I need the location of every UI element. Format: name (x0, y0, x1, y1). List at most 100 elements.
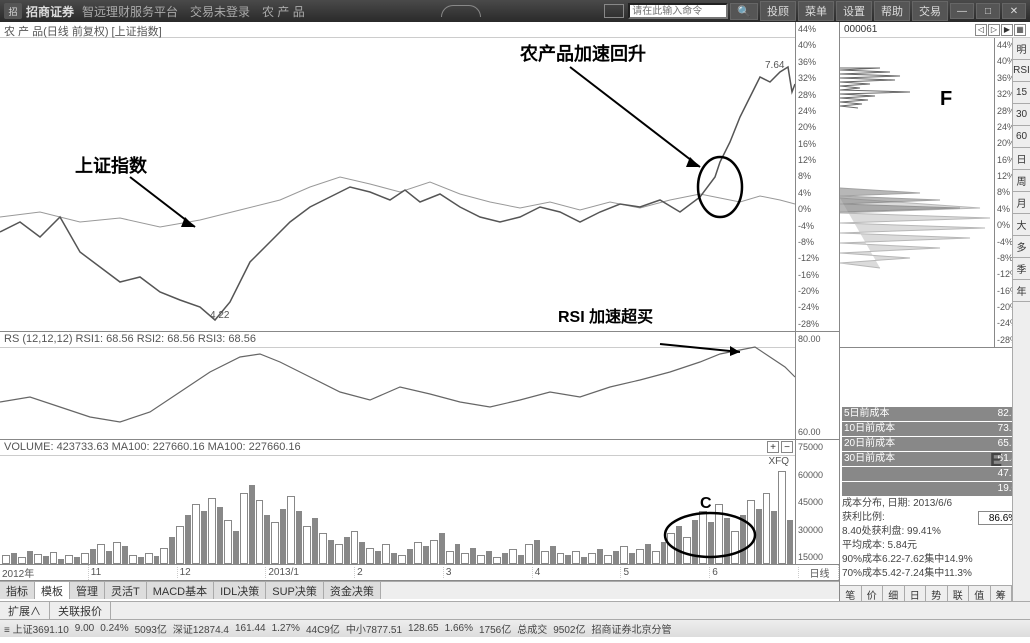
menu-button[interactable]: 菜单 (798, 1, 834, 21)
side-tab[interactable]: 价 (862, 586, 884, 601)
indicator-tab[interactable]: IDL决策 (214, 582, 266, 599)
cost-profile-chart[interactable]: F 44%40%36%32%28%24%20%16%12%8%4%0%-4%-8… (840, 38, 1030, 348)
bottom-tabs: 扩展∧关联报价 (0, 601, 1030, 619)
minimize-button[interactable]: — (950, 3, 974, 19)
stats-line: 平均成本: 5.84元 (842, 539, 1028, 553)
volume-bar (597, 549, 603, 564)
volume-bar (414, 542, 422, 564)
cost-highlight-row: 19.0% (842, 482, 1028, 496)
status-item: 0.24% (100, 623, 128, 634)
y-tick: 36% (798, 57, 837, 67)
volume-bar (541, 551, 549, 564)
indicator-tab[interactable]: SUP决策 (266, 582, 324, 599)
side-tab[interactable]: 日 (905, 586, 927, 601)
side-tab[interactable]: 筹 (991, 586, 1013, 601)
period-vtab[interactable]: 明 (1013, 38, 1030, 60)
volume-bar (715, 504, 723, 565)
side-tab[interactable]: 细 (883, 586, 905, 601)
zoom-in-button[interactable]: + (767, 441, 779, 453)
period-vtab[interactable]: 日 (1013, 148, 1030, 170)
volume-bar (375, 551, 381, 564)
indicator-tab[interactable]: 管理 (70, 582, 105, 599)
side-tab[interactable]: 值 (969, 586, 991, 601)
period-vtab[interactable]: 季 (1013, 258, 1030, 280)
period-vtab[interactable]: 多 (1013, 236, 1030, 258)
time-axis: 2012年11122013/123456日线 (0, 565, 839, 581)
volume-chart[interactable]: VOLUME: 423733.63 MA100: 227660.16 MA100… (0, 440, 839, 565)
period-vtab[interactable]: 周 (1013, 170, 1030, 192)
y-tick: 32% (798, 73, 837, 83)
side-tab[interactable]: 联 (948, 586, 970, 601)
y-tick: -4% (798, 221, 837, 231)
volume-bar (319, 533, 327, 564)
volume-bar (359, 542, 365, 564)
period-vtab[interactable]: 15 (1013, 82, 1030, 104)
bottom-tab[interactable]: 关联报价 (50, 602, 111, 619)
time-label: 6 (710, 567, 799, 578)
volume-bar (629, 553, 635, 564)
annotation-rsi-overbought: RSI 加速超买 (558, 303, 653, 327)
volume-bar (446, 551, 454, 564)
indicator-tab[interactable]: 资金决策 (324, 582, 381, 599)
cost-stats: E 5日前成本82.8%10日前成本73.7%20日前成本65.3%30日前成本… (840, 405, 1030, 583)
search-button[interactable]: 🔍 (730, 3, 758, 20)
command-input[interactable] (628, 3, 728, 19)
volume-bar (122, 546, 128, 564)
bottom-tab[interactable]: 扩展∧ (0, 602, 50, 619)
indicator-tab[interactable]: 灵活T (105, 582, 147, 599)
status-item: 9.00 (75, 623, 94, 634)
price-chart-title: 农 产 品(日线 前复权) [上证指数] (0, 22, 839, 38)
y-tick: 75000 (798, 442, 837, 452)
y-tick: 40% (798, 40, 837, 50)
volume-bar (271, 522, 279, 564)
volume-bar (217, 507, 223, 564)
period-vtab[interactable]: 月 (1013, 192, 1030, 214)
volume-bar (636, 549, 644, 564)
status-item: 128.65 (408, 623, 439, 634)
grid-icon[interactable]: ▦ (1014, 24, 1026, 36)
close-button[interactable]: ✕ (1002, 3, 1026, 19)
period-vtab[interactable]: 年 (1013, 280, 1030, 302)
period-label[interactable]: 日线 (799, 565, 839, 580)
y-tick: 24% (798, 106, 837, 116)
mark-e: E (990, 453, 1002, 467)
period-vtab[interactable]: RSI (1013, 60, 1030, 82)
trade-button[interactable]: 交易 (912, 1, 948, 21)
volume-bar (557, 553, 565, 564)
indicator-tab[interactable]: MACD基本 (147, 582, 214, 599)
indicator-tabs: 指标模板管理灵活TMACD基本IDL决策SUP决策资金决策 (0, 581, 839, 599)
maximize-button[interactable]: □ (976, 3, 1000, 19)
y-tick: 0% (798, 204, 837, 214)
volume-bar (645, 544, 651, 564)
play-icon[interactable]: ▶ (1001, 24, 1013, 36)
indicator-tab[interactable]: 模板 (35, 582, 70, 599)
keyboard-icon[interactable] (604, 4, 624, 18)
volume-bar (740, 515, 746, 565)
side-tab[interactable]: 笔 (840, 586, 862, 601)
title-bar: 招 招商证券 智远理财服务平台 交易未登录 农 产 品 🔍 投顾 菜单 设置 帮… (0, 0, 1030, 22)
period-vtab[interactable]: 大 (1013, 214, 1030, 236)
indicator-tab[interactable]: 指标 (0, 582, 35, 599)
play-back-icon[interactable]: ◁ (975, 24, 987, 36)
price-chart[interactable]: 农 产 品(日线 前复权) [上证指数] 农产品加速回升 上证指数 4.22 7… (0, 22, 839, 332)
volume-bar (778, 471, 786, 565)
volume-bar (287, 496, 295, 564)
side-tab[interactable]: 势 (926, 586, 948, 601)
volume-bar (676, 526, 682, 565)
rsi-chart[interactable]: RS (12,12,12) RSI1: 68.56 RSI2: 68.56 RS… (0, 332, 839, 440)
volume-bar (518, 555, 524, 564)
play-fwd-icon[interactable]: ▷ (988, 24, 1000, 36)
advisor-button[interactable]: 投顾 (760, 1, 796, 21)
settings-button[interactable]: 设置 (836, 1, 872, 21)
zoom-out-button[interactable]: − (781, 441, 793, 453)
help-button[interactable]: 帮助 (874, 1, 910, 21)
period-vtab[interactable]: 60 (1013, 126, 1030, 148)
volume-bars (0, 454, 795, 564)
time-label: 4 (533, 567, 622, 578)
volume-bar (233, 531, 239, 564)
status-item: 1756亿 (479, 621, 511, 636)
period-vtab[interactable]: 30 (1013, 104, 1030, 126)
volume-bar (407, 549, 413, 564)
cost-highlight-row: 5日前成本82.8% (842, 407, 1028, 421)
volume-bar (667, 533, 675, 564)
